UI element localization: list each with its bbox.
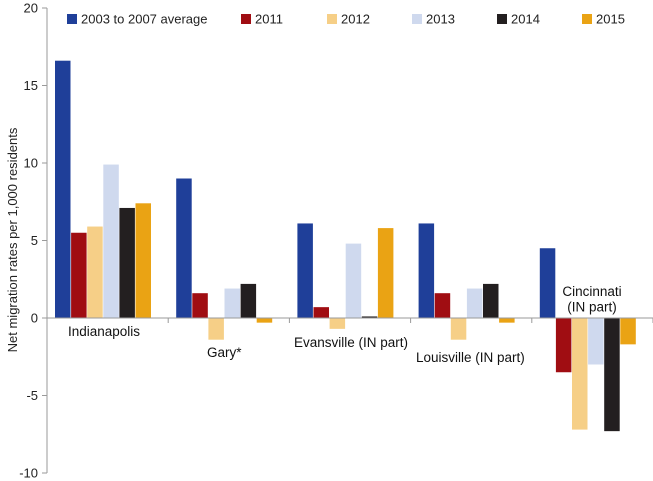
category-label-line: Louisville (IN part) — [416, 350, 525, 365]
legend-label-2015: 2015 — [596, 12, 625, 27]
y-axis: -10 -5 0 5 10 15 20 — [19, 1, 48, 481]
bar-evansville-in-part-2015 — [377, 228, 394, 318]
bar-indianapolis-2013 — [103, 164, 119, 318]
bar-gary-2011 — [192, 293, 208, 318]
category-label-line: Gary* — [207, 345, 242, 360]
y-tick-label: 0 — [31, 311, 38, 326]
bar-louisville-in-part-2003-to-2007-average — [418, 223, 435, 318]
bar-indianapolis-2003-to-2007-average — [55, 60, 71, 318]
bar-louisville-in-part-2013 — [466, 288, 483, 318]
bar-louisville-in-part-2015 — [499, 318, 515, 323]
category-label-line: Evansville (IN part) — [294, 335, 408, 350]
y-axis-title: Net migration rates per 1,000 residents — [5, 127, 20, 352]
bar-indianapolis-2014 — [119, 207, 135, 318]
bar-cincinnati-in-part-2011 — [555, 318, 572, 373]
bar-cincinnati-in-part-2014 — [604, 318, 620, 432]
category-label-louisville-in-part: Louisville (IN part) — [416, 350, 525, 365]
bar-indianapolis-2015 — [135, 203, 151, 318]
bar-gary-2013 — [224, 288, 240, 318]
y-tick-label: -5 — [26, 388, 38, 403]
bar-louisville-in-part-2014 — [483, 283, 499, 318]
category-label-line: (IN part) — [567, 300, 617, 315]
bar-louisville-in-part-2011 — [434, 293, 451, 318]
category-label-indianapolis: Indianapolis — [68, 324, 140, 339]
legend-swatch-2014 — [497, 14, 507, 24]
legend-label-2003-to-2007-average: 2003 to 2007 average — [81, 12, 208, 27]
bar-cincinnati-in-part-2012 — [572, 318, 588, 430]
bar-gary-2012 — [208, 318, 224, 340]
bars — [55, 60, 636, 432]
category-label-gary: Gary* — [207, 345, 242, 360]
bar-evansville-in-part-2013 — [345, 243, 362, 318]
y-tick-label: 15 — [24, 78, 38, 93]
bar-cincinnati-in-part-2003-to-2007-average — [539, 248, 556, 318]
bar-indianapolis-2012 — [87, 226, 103, 318]
legend-label-2013: 2013 — [426, 12, 455, 27]
bar-evansville-in-part-2003-to-2007-average — [297, 223, 313, 318]
bar-evansville-in-part-2014 — [361, 316, 378, 318]
legend-label-2014: 2014 — [511, 12, 540, 27]
bar-gary-2003-to-2007-average — [176, 178, 192, 318]
y-tick-label: -10 — [19, 466, 38, 481]
legend: 2003 to 2007 average 2011 2012 2013 2014 2015 — [67, 12, 625, 27]
legend-swatch-2013 — [412, 14, 422, 24]
legend-swatch-2011 — [241, 14, 251, 24]
y-tick-label: 20 — [24, 1, 38, 16]
legend-swatch-2012 — [327, 14, 337, 24]
y-tick-label: 5 — [31, 233, 38, 248]
x-axis — [47, 317, 653, 323]
category-label-line: Indianapolis — [68, 324, 140, 339]
bar-gary-2015 — [256, 318, 273, 323]
legend-label-2011: 2011 — [255, 12, 283, 27]
bar-gary-2014 — [240, 283, 257, 318]
y-tick-label: 10 — [24, 156, 38, 171]
category-labels: Indianapolis Gary* Evansville (IN part) Lou… — [68, 284, 622, 365]
bar-cincinnati-in-part-2013 — [588, 318, 604, 365]
category-label-line: Cincinnati — [562, 284, 621, 299]
bar-louisville-in-part-2012 — [450, 318, 467, 340]
legend-swatch-2015 — [582, 14, 592, 24]
category-label-cincinnati-in-part: Cincinnati (IN part) — [562, 284, 621, 315]
legend-label-2012: 2012 — [341, 12, 370, 27]
bar-evansville-in-part-2012 — [329, 318, 346, 329]
category-label-evansville-in-part: Evansville (IN part) — [294, 335, 408, 350]
bar-evansville-in-part-2011 — [313, 307, 329, 318]
legend-swatch-2003-to-2007-average — [67, 14, 77, 24]
bar-indianapolis-2011 — [71, 232, 87, 318]
bar-cincinnati-in-part-2015 — [620, 318, 636, 345]
